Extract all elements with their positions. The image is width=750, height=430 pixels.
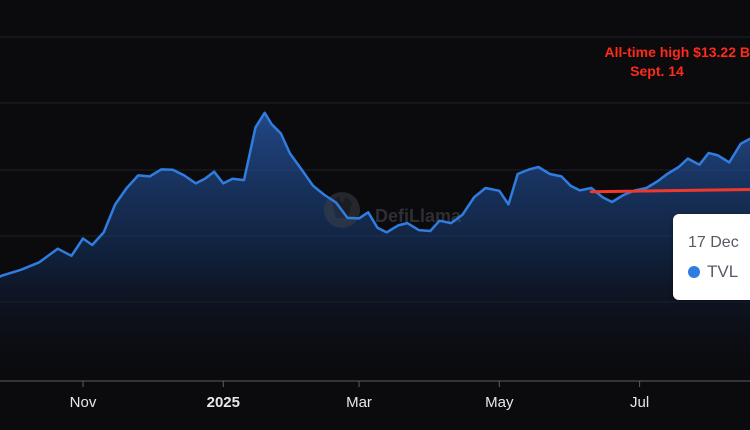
- ath-annotation-line2: Sept. 14: [630, 63, 684, 79]
- ath-annotation-line1: All-time high $13.22 B: [605, 44, 750, 60]
- support-trendline: [589, 187, 750, 194]
- x-axis-ticks: Nov2025MarMayJulSep: [70, 381, 649, 411]
- chart-tooltip: 17 Dec TVL: [673, 214, 750, 300]
- x-tick-label-4: Jul: [630, 394, 649, 411]
- tvl-series-line: [0, 111, 750, 278]
- tooltip-series-row: TVL: [688, 262, 738, 282]
- tvl-area-fill: [0, 112, 750, 381]
- x-tick-label-1: 2025: [207, 394, 240, 411]
- x-tick-label-3: May: [485, 394, 514, 411]
- x-tick-label-2: Mar: [346, 394, 372, 411]
- tooltip-date: 17 Dec: [688, 234, 739, 251]
- tooltip-series-label: TVL: [707, 262, 739, 281]
- x-tick-label-0: Nov: [70, 394, 97, 411]
- defillama-watermark: DefiLlama: [324, 192, 462, 228]
- series-dot-icon: [688, 266, 700, 278]
- llama-head-icon: [332, 196, 352, 218]
